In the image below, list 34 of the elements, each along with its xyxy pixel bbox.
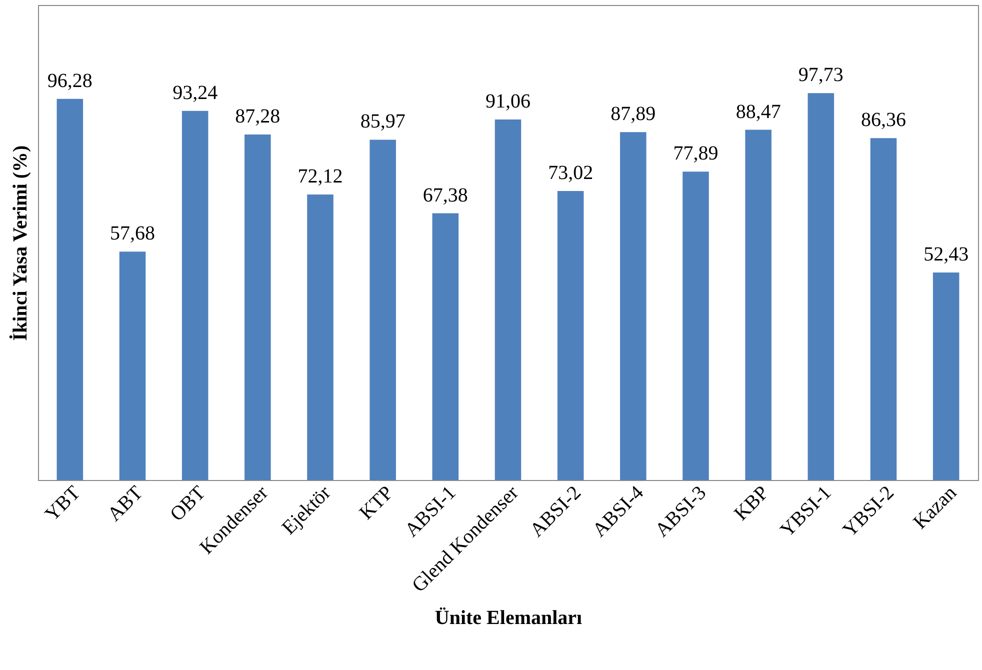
- x-tick-label: KTP: [355, 482, 398, 524]
- data-label: 87,28: [235, 106, 280, 128]
- bar: [432, 213, 459, 480]
- data-label: 91,06: [486, 90, 530, 113]
- bar: [370, 140, 396, 480]
- bar: [182, 110, 208, 480]
- data-label: 87,89: [610, 103, 656, 126]
- bar: [557, 190, 584, 480]
- data-label: 88,47: [736, 100, 781, 123]
- x-axis-title: Ünite Elemanları: [434, 607, 583, 630]
- data-label: 93,24: [172, 82, 218, 104]
- y-axis-title: İkinci Yasa Verimi (%): [8, 145, 32, 341]
- bar: [494, 120, 522, 480]
- bar: [307, 194, 334, 480]
- bar: [244, 134, 271, 480]
- data-label: 86,36: [861, 109, 906, 132]
- data-label: 57,68: [110, 222, 155, 245]
- data-label: 72,12: [298, 166, 343, 188]
- x-tick-label: YBT: [40, 482, 85, 526]
- data-label: 96,28: [47, 70, 92, 92]
- bar: [682, 172, 709, 480]
- bar: [932, 272, 960, 480]
- data-label: 77,89: [673, 142, 718, 165]
- data-label: 52,43: [924, 243, 969, 266]
- bar: [620, 132, 646, 480]
- data-label: 67,38: [422, 184, 468, 206]
- bar: [56, 98, 84, 480]
- bar: [870, 138, 897, 480]
- data-label: 73,02: [548, 162, 594, 184]
- bar: [808, 93, 834, 480]
- data-label: 85,97: [360, 110, 406, 133]
- data-label: 97,73: [798, 64, 844, 86]
- bar: [745, 130, 772, 480]
- bar: [119, 252, 146, 480]
